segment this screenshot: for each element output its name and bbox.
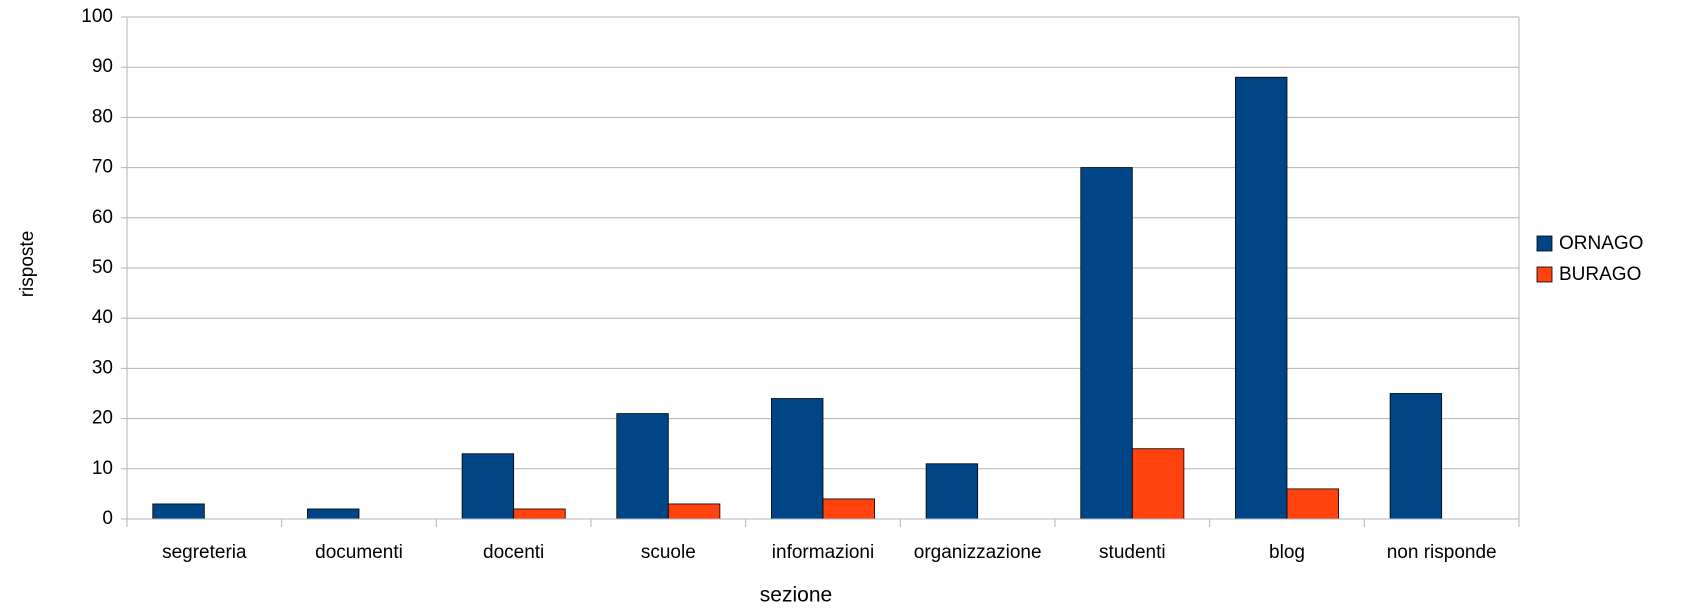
bar <box>822 498 875 520</box>
x-tick-label: blog <box>1269 542 1305 563</box>
y-tick-label: 50 <box>92 257 113 278</box>
y-tick-label: 0 <box>102 508 113 529</box>
x-tick-label: documenti <box>315 542 403 563</box>
bar <box>1286 488 1339 520</box>
y-tick-label: 90 <box>92 56 113 77</box>
bar <box>771 398 824 520</box>
x-tick-label: docenti <box>483 542 544 563</box>
y-tick-label: 40 <box>92 307 113 328</box>
y-tick-label: 100 <box>81 6 113 27</box>
y-tick-label: 80 <box>92 106 113 127</box>
bar <box>1235 76 1288 520</box>
bar <box>1131 448 1185 520</box>
x-tick-label: organizzazione <box>914 542 1042 563</box>
y-tick-label: 30 <box>92 357 113 378</box>
y-tick-label: 20 <box>92 408 113 429</box>
bar <box>152 503 205 520</box>
bar <box>307 508 360 520</box>
x-tick-label: non risponde <box>1387 542 1497 563</box>
legend-swatch <box>1536 235 1553 252</box>
legend-label: ORNAGO <box>1559 233 1643 254</box>
y-tick-label: 60 <box>92 207 113 228</box>
legend-swatch <box>1536 266 1553 283</box>
bar <box>1389 393 1443 520</box>
x-tick-label: segreteria <box>162 542 247 563</box>
bar <box>513 508 566 520</box>
bar <box>461 453 515 520</box>
bar <box>1080 167 1133 520</box>
x-tick-label: informazioni <box>772 542 874 563</box>
y-axis-label: risposte <box>17 231 38 298</box>
y-tick-label: 70 <box>92 157 113 178</box>
x-axis-label: sezione <box>760 584 832 607</box>
y-tick-label: 10 <box>92 458 113 479</box>
x-tick-label: scuole <box>641 542 696 563</box>
bar <box>925 463 979 520</box>
legend-label: BURAGO <box>1559 264 1641 285</box>
x-tick-label: studenti <box>1099 542 1166 563</box>
bar <box>667 503 721 520</box>
bar <box>616 413 669 520</box>
